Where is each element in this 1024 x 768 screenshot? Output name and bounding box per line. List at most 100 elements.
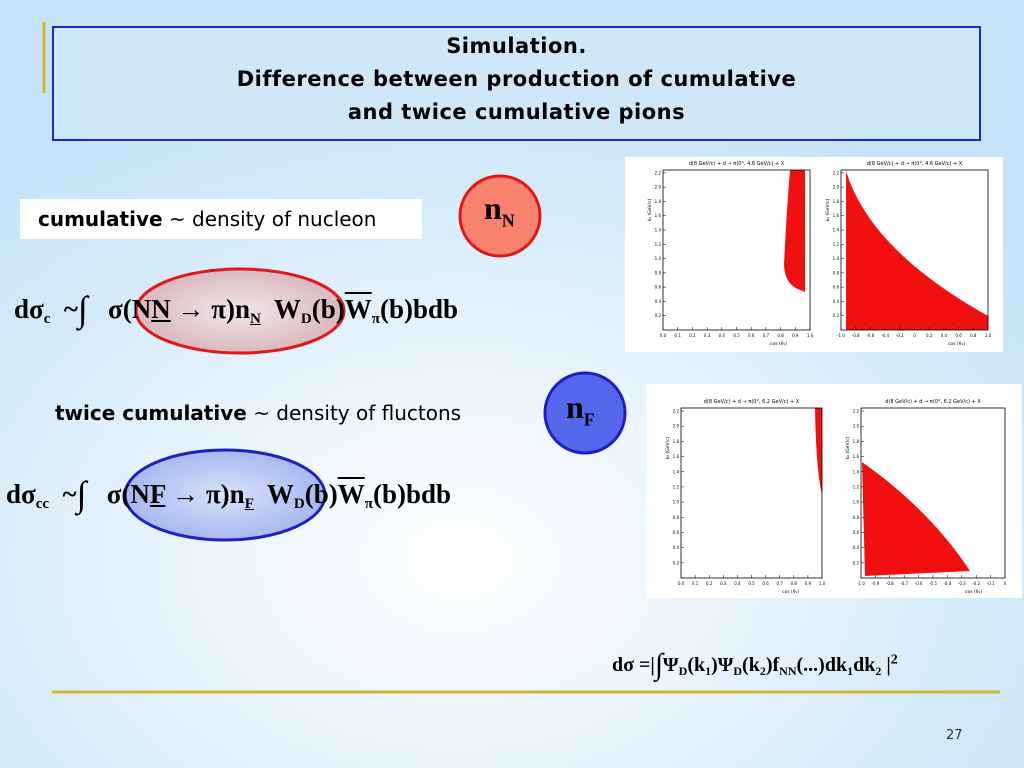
sub: π <box>371 311 380 327</box>
f: ~ <box>63 294 78 324</box>
f: dk <box>853 654 876 676</box>
y-tick-label: 0.2 <box>833 313 840 318</box>
sub: 2 <box>875 664 882 678</box>
y-tick-label: 1.6 <box>853 454 860 459</box>
x-axis-label: cos (θ₁) <box>948 341 965 347</box>
x-tick-label: -0.1 <box>987 581 995 586</box>
x-axis-label: cos (θ₁) <box>965 589 982 595</box>
x-tick-label: 0.5 <box>748 581 755 586</box>
x-tick-label: 0.1 <box>692 581 699 586</box>
data-region <box>815 408 822 495</box>
f: (b) <box>311 294 345 324</box>
y-tick-label: 1.2 <box>655 242 662 247</box>
x-tick-label: 0.7 <box>763 333 770 338</box>
f: → π)n <box>177 294 251 324</box>
f: σ(N <box>108 294 152 324</box>
f: dσ <box>14 294 44 324</box>
f: ∫ <box>654 648 664 681</box>
formula-3: dσ =|∫ΨD(k1)ΨD(k2)fNN(...)dk1dk2 |2 <box>612 648 898 682</box>
sub: D <box>293 496 305 512</box>
sub: D <box>733 664 743 678</box>
f: W <box>337 479 365 509</box>
x-tick-label: 0.6 <box>748 333 755 338</box>
y-tick-label: 1.8 <box>853 439 860 444</box>
x-tick-label: 0.6 <box>955 333 962 338</box>
x-tick-label: 0.2 <box>689 333 696 338</box>
f: W <box>266 479 294 509</box>
x-tick-label: -1.0 <box>837 333 845 338</box>
sub: cc <box>35 496 50 512</box>
x-tick-label: 0 <box>1004 581 1007 586</box>
f: dσ =| <box>612 654 655 676</box>
sub: D <box>300 311 312 327</box>
y-tick-label: 1.0 <box>673 500 680 505</box>
x-tick-label: 0.3 <box>720 581 727 586</box>
y-tick-label: 1.4 <box>833 228 840 233</box>
sub: F <box>244 496 254 512</box>
y-axis-label: k₀ (GeV/c) <box>665 436 671 459</box>
title-line: Simulation. <box>446 34 587 58</box>
label-box <box>20 199 422 239</box>
title: Simulation. Difference between productio… <box>53 30 980 129</box>
sub: 1 <box>705 664 712 678</box>
title-box <box>52 26 981 141</box>
y-tick-label: 0.6 <box>853 530 860 535</box>
y-tick-label: 1.6 <box>673 454 680 459</box>
y-tick-label: 1.8 <box>655 199 662 204</box>
data-region <box>846 171 988 330</box>
x-tick-label: -0.8 <box>886 581 894 586</box>
x-tick-label: -0.4 <box>881 333 889 338</box>
f: σ(N <box>106 479 150 509</box>
y-tick-label: 2.2 <box>853 409 860 414</box>
x-tick-label: 0.4 <box>719 333 726 338</box>
plot-title: d(8 GeV/c) + d → π(0°, 6.2 GeV/c) + X <box>885 399 981 405</box>
y-tick-label: 1.8 <box>833 199 840 204</box>
x-tick-label: 1.0 <box>985 333 992 338</box>
f: dσ <box>6 479 36 509</box>
x-tick-label: -0.9 <box>871 581 879 586</box>
y-tick-label: 0.8 <box>853 515 860 520</box>
x-tick-label: 0.8 <box>791 581 798 586</box>
x-tick-label: -0.4 <box>943 581 951 586</box>
y-tick-label: 0.4 <box>853 545 860 550</box>
data-region <box>784 170 805 292</box>
y-tick-label: 0.2 <box>673 560 680 565</box>
subscript: N <box>501 210 515 231</box>
y-tick-label: 1.0 <box>853 500 860 505</box>
y-tick-label: 0.6 <box>833 285 840 290</box>
x-tick-label: -0.7 <box>900 581 908 586</box>
x-tick-label: 0.2 <box>926 333 933 338</box>
symbol: n <box>566 389 584 425</box>
f: → π)n <box>172 479 245 509</box>
x-tick-label: -0.6 <box>866 333 874 338</box>
circle-nN <box>458 174 542 258</box>
ellipse-cumulative <box>134 267 346 355</box>
sup: 2 <box>890 652 898 668</box>
x-tick-label: -0.2 <box>896 333 904 338</box>
y-tick-label: 2.0 <box>833 185 840 190</box>
plot-title: d(8 GeV/c) + d → π(0°, 4.6 GeV/c) + X <box>689 161 785 167</box>
f: (...)dk <box>796 654 848 676</box>
y-tick-label: 0.2 <box>853 560 860 565</box>
y-tick-label: 1.0 <box>655 256 662 261</box>
x-tick-label: -0.3 <box>958 581 966 586</box>
x-tick-label: -0.5 <box>929 581 937 586</box>
f: | <box>886 654 891 676</box>
subscript: F <box>583 409 595 430</box>
y-tick-label: 0.8 <box>673 515 680 520</box>
x-tick-label: 0.8 <box>777 333 784 338</box>
f: (k <box>742 654 760 676</box>
f: N <box>151 294 171 324</box>
x-tick-label: 1.0 <box>807 333 814 338</box>
page-number: 27 <box>946 728 963 743</box>
plot-title: d(8 GeV/c) + d → π(0°, 6.2 GeV/c) + X <box>704 399 800 405</box>
y-tick-label: 1.4 <box>853 469 860 474</box>
symbol-nF: nF <box>566 389 595 430</box>
y-tick-label: 1.4 <box>673 469 680 474</box>
x-tick-label: 0.0 <box>660 333 667 338</box>
y-tick-label: 2.0 <box>853 424 860 429</box>
y-tick-label: 2.2 <box>833 170 840 175</box>
x-tick-label: -0.8 <box>852 333 860 338</box>
x-tick-label: 0 <box>913 333 916 338</box>
sub: 2 <box>759 664 766 678</box>
